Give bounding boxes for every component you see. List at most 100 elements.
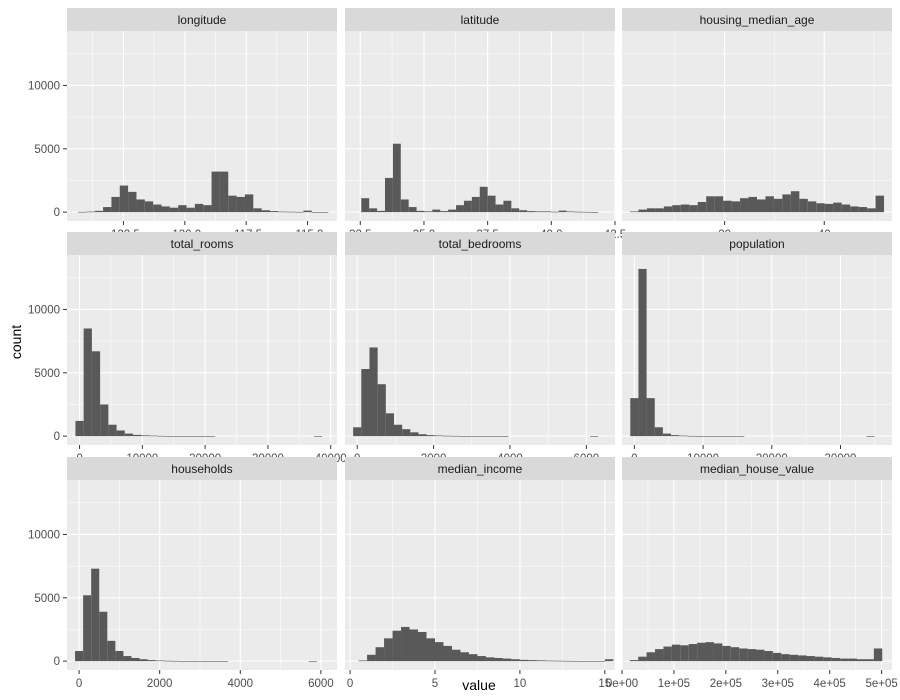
panel-background: [622, 31, 892, 221]
facet-strip: [345, 232, 615, 255]
histogram-bar: [426, 638, 435, 662]
histogram-bar: [638, 268, 647, 437]
histogram-bar: [806, 656, 815, 662]
histogram-bar: [385, 413, 394, 437]
x-tick-label: 0: [347, 678, 353, 690]
histogram-bar: [511, 659, 520, 662]
histogram-bar: [269, 211, 279, 213]
histogram-bar: [740, 198, 749, 213]
histogram-bar: [402, 429, 411, 437]
histogram-bar: [91, 568, 100, 662]
histogram-bar: [443, 645, 452, 662]
histogram-bar: [434, 435, 444, 437]
facet-strip: [345, 8, 615, 31]
histogram-bar: [367, 654, 376, 662]
histogram-bar: [638, 209, 647, 213]
histogram-bar: [629, 211, 639, 213]
histogram-bar: [519, 659, 529, 662]
histogram-bar: [679, 435, 688, 437]
panel-plot-area: [622, 255, 892, 445]
facet-strip-label: housing_median_age: [700, 13, 815, 27]
histogram-bar: [728, 436, 737, 437]
histogram-bar: [179, 661, 188, 662]
histogram-bar: [228, 195, 237, 213]
facet-strip-label: total_rooms: [171, 237, 234, 251]
histogram-bar: [814, 656, 824, 662]
y-tick-label: 0: [54, 207, 60, 219]
x-tick-label: 4000: [227, 678, 253, 690]
x-tick-label: 2000: [147, 678, 173, 690]
histogram-bar: [468, 654, 478, 662]
histogram-bar: [111, 196, 120, 213]
panel-plot-area: [622, 31, 892, 221]
x-tick-label: 3e+05: [762, 678, 794, 690]
histogram-bar: [418, 632, 427, 662]
facet-housing_median_age: housing_median_age2040: [622, 8, 892, 241]
facet-households: households 0 2000 4000 6000 0 5000 10000: [28, 457, 337, 690]
histogram-bar: [483, 436, 493, 437]
histogram-bar: [313, 436, 323, 437]
histogram-bar: [757, 199, 766, 213]
histogram-bar: [392, 143, 401, 213]
facet-total_bedrooms: total_bedrooms0200040006000: [345, 232, 615, 465]
histogram-bar: [163, 660, 172, 662]
histogram-bar: [194, 203, 204, 213]
histogram-bar: [207, 436, 216, 437]
facet-total_rooms: total_rooms01000020000300004000005000100…: [28, 232, 347, 465]
x-tick-label: 4e+05: [814, 678, 846, 690]
histogram-bar: [161, 206, 170, 213]
y-tick-label: 5000: [34, 593, 60, 605]
histogram-bar: [353, 427, 362, 437]
histogram-bar: [244, 194, 254, 213]
histogram-bar: [169, 207, 179, 213]
histogram-bar: [171, 660, 180, 662]
facet-strip-label: median_house_value: [700, 462, 814, 476]
histogram-bar: [848, 658, 857, 662]
facet-strip: [345, 457, 615, 480]
histogram-bar: [253, 208, 262, 213]
histogram-bar: [212, 661, 221, 662]
histogram-bar: [174, 436, 183, 437]
histogram-bar: [824, 203, 834, 213]
histogram-bar: [865, 659, 874, 662]
y-tick-label: 0: [54, 431, 60, 443]
facet-median_house_value: median_house_value 0e+00 1e+05 2e+05 3e+05 4e…: [606, 457, 898, 690]
histogram-bar: [136, 199, 145, 213]
histogram-bar: [178, 205, 187, 213]
facet-latitude: latitude32.535.037.540.042.5: [345, 8, 626, 241]
histogram-bar: [703, 436, 712, 437]
facet-strip-label: population: [729, 237, 784, 251]
histogram-bar: [495, 204, 504, 213]
histogram-bar: [203, 205, 212, 213]
histogram-bar: [688, 644, 698, 662]
histogram-bar: [139, 659, 148, 662]
histogram-bar: [155, 660, 164, 662]
histogram-bar: [94, 210, 104, 213]
histogram-bar: [503, 200, 512, 213]
histogram-bar: [107, 640, 116, 662]
histogram-bar: [424, 211, 433, 213]
y-tick-label: 5000: [34, 144, 60, 156]
histogram-bar: [739, 648, 748, 662]
histogram-bar: [697, 642, 706, 662]
histogram-bar: [426, 435, 435, 437]
histogram-bar: [545, 660, 554, 662]
histogram-bar: [186, 207, 195, 213]
facet-strip: [67, 8, 337, 31]
histogram-bar: [850, 206, 859, 213]
histogram-bar: [671, 644, 681, 662]
histogram-bar: [566, 211, 575, 213]
histogram-bar: [103, 207, 112, 213]
histogram-bar: [867, 208, 876, 213]
histogram-bar: [790, 191, 800, 213]
histogram-bar: [392, 630, 402, 662]
histogram-bar: [730, 647, 740, 662]
histogram-bar: [562, 660, 571, 662]
histogram-bar: [604, 659, 614, 662]
x-tick-label: 5e+05: [865, 678, 897, 690]
histogram-bar: [165, 436, 175, 437]
histogram-bar: [211, 171, 220, 213]
histogram-bar: [798, 655, 807, 662]
histogram-bar: [358, 660, 368, 662]
histogram-bar: [435, 642, 444, 662]
